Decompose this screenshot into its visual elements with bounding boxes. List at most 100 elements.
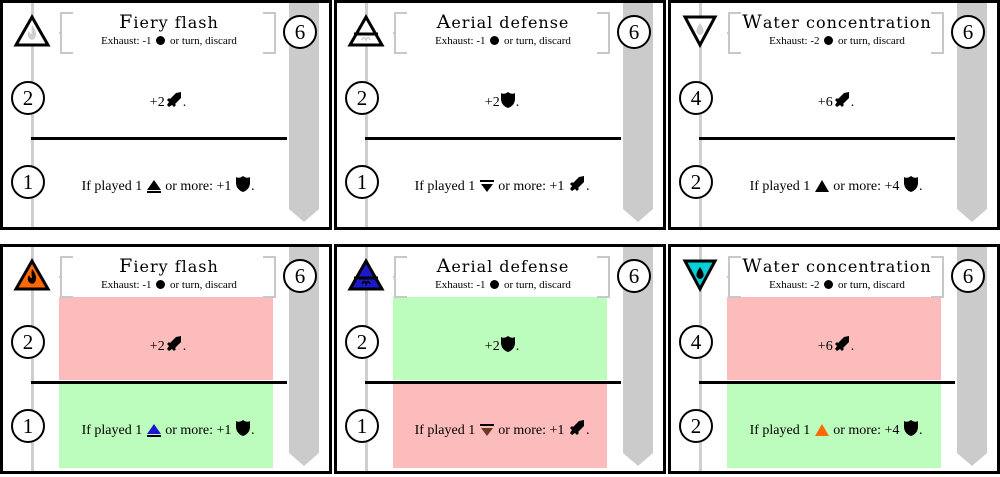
card-subtitle: Exhaust: -1 or turn, discard	[63, 279, 275, 291]
shield-icon	[231, 176, 251, 194]
shield-icon	[231, 420, 251, 438]
card-spine	[699, 247, 702, 471]
sword-icon	[833, 92, 851, 110]
token-icon	[490, 280, 500, 289]
effect-top: +2.	[377, 91, 627, 111]
fire-triangle-icon	[810, 179, 833, 194]
level-badge-bottom: 1	[11, 165, 45, 199]
subtitle-text: Exhaust: -1	[101, 279, 152, 291]
sword-icon	[165, 336, 183, 354]
effect-zone-top	[59, 297, 273, 380]
effect-top-value: +2	[149, 95, 165, 110]
air-element-icon	[347, 257, 385, 293]
effect-divider	[31, 137, 287, 140]
subtitle-text: Exhaust: -2	[769, 279, 820, 291]
shield-icon	[899, 420, 919, 438]
card-spine	[365, 247, 368, 471]
effect-zone-bottom	[393, 384, 607, 468]
card-cost: 6	[283, 259, 317, 293]
effect-bottom-value: or more: +1	[165, 423, 232, 438]
effect-bottom-condition: If played 1	[414, 179, 476, 194]
card-ribbon	[621, 3, 655, 227]
sword-icon	[564, 176, 586, 194]
effect-bottom-suffix: .	[918, 179, 923, 194]
subtitle-tail: or turn, discard	[838, 279, 905, 291]
card-ribbon	[621, 247, 655, 471]
subtitle-tail: or turn, discard	[170, 35, 237, 47]
earth-triangle-icon	[475, 179, 498, 194]
sword-icon	[833, 336, 851, 354]
card-cost: 6	[617, 15, 651, 49]
effect-divider	[31, 381, 287, 384]
effect-bottom-value: or more: +4	[833, 179, 900, 194]
token-icon	[156, 36, 166, 45]
level-badge-bottom: 1	[345, 409, 379, 443]
game-card[interactable]: Aerial defense Exhaust: -1 or turn, disca…	[334, 0, 666, 230]
card-ribbon	[955, 3, 989, 227]
level-badge-bottom: 1	[345, 165, 379, 199]
air-element-icon	[347, 13, 385, 49]
card-title: Water concentration	[742, 255, 932, 277]
effect-divider	[365, 137, 621, 140]
card-subtitle: Exhaust: -2 or turn, discard	[731, 35, 943, 47]
card-title: Aerial defense	[436, 255, 570, 277]
card-title: Fiery flash	[119, 11, 219, 33]
effect-bottom-condition: If played 1	[81, 423, 143, 438]
water-element-icon	[681, 13, 719, 49]
effect-zone-top	[393, 297, 607, 380]
card-cost: 6	[617, 259, 651, 293]
game-card[interactable]: Aerial defense Exhaust: -1 or turn, disca…	[334, 244, 666, 474]
effect-bottom-condition: If played 1	[749, 179, 811, 194]
effect-bottom: If played 1 or more: +1 .	[43, 175, 293, 195]
effect-bottom-condition: If played 1	[414, 423, 476, 438]
effect-bottom-condition: If played 1	[749, 423, 811, 438]
subtitle-tail: or turn, discard	[170, 279, 237, 291]
effect-bottom-condition: If played 1	[81, 179, 143, 194]
level-badge-bottom: 2	[679, 165, 713, 199]
shield-icon	[500, 92, 516, 110]
game-card[interactable]: Fiery flash Exhaust: -1 or turn, discard 6…	[0, 0, 332, 230]
effect-top-value: +2	[149, 339, 165, 354]
effect-top: +2.	[43, 91, 293, 111]
game-card[interactable]: Water concentration Exhaust: -2 or turn, …	[668, 0, 1000, 230]
card-subtitle: Exhaust: -1 or turn, discard	[397, 35, 609, 47]
effect-bottom: If played 1 or more: +1 .	[43, 419, 293, 439]
effect-zone-top	[727, 297, 941, 380]
effect-bottom: If played 1 or more: +1 .	[377, 175, 627, 195]
card-subtitle: Exhaust: -2 or turn, discard	[731, 279, 943, 291]
card-spine	[699, 3, 702, 227]
effect-divider	[365, 381, 621, 384]
effect-bottom-value: or more: +4	[833, 423, 900, 438]
effect-top-suffix: .	[182, 95, 187, 110]
effect-top-suffix: .	[515, 339, 520, 354]
card-title: Fiery flash	[119, 255, 219, 277]
fire-element-icon	[13, 257, 51, 293]
sword-icon	[165, 92, 183, 110]
air-triangle-icon	[142, 423, 165, 438]
token-icon	[156, 280, 166, 289]
effect-top-value: +2	[484, 339, 500, 354]
effect-bottom-suffix: .	[250, 179, 255, 194]
game-card[interactable]: Fiery flash Exhaust: -1 or turn, discard 6…	[0, 244, 332, 474]
air-triangle-icon	[142, 179, 165, 194]
card-ribbon	[955, 247, 989, 471]
card-cost: 6	[951, 259, 985, 293]
fire-element-icon	[13, 13, 51, 49]
game-card[interactable]: Water concentration Exhaust: -2 or turn, …	[668, 244, 1000, 474]
level-badge-top: 2	[11, 81, 45, 115]
effect-top: +2.	[377, 335, 627, 355]
card-spine	[365, 3, 368, 227]
effect-bottom: If played 1 or more: +4 .	[711, 419, 961, 439]
card-title: Aerial defense	[436, 11, 570, 33]
card-ribbon	[287, 247, 321, 471]
card-cost: 6	[951, 15, 985, 49]
subtitle-tail: or turn, discard	[504, 35, 571, 47]
effect-top-value: +6	[817, 339, 833, 354]
card-spine	[31, 3, 34, 227]
subtitle-text: Exhaust: -1	[435, 35, 486, 47]
level-badge-top: 4	[679, 325, 713, 359]
effect-top: +6.	[711, 91, 961, 111]
card-title: Water concentration	[742, 11, 932, 33]
effect-bottom-suffix: .	[585, 423, 590, 438]
level-badge-bottom: 1	[11, 409, 45, 443]
